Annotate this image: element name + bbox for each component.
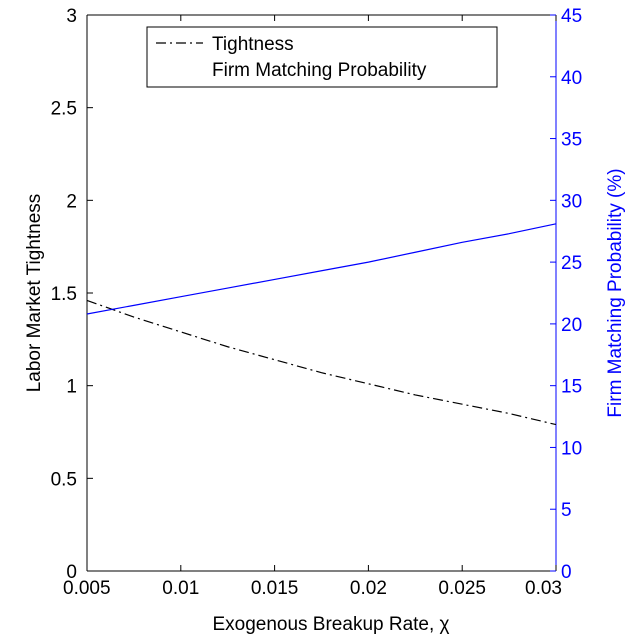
right-y-tick-label: 40 xyxy=(561,68,582,89)
plot-area xyxy=(86,14,557,572)
legend-label-firm-matching: Firm Matching Probability xyxy=(212,60,427,81)
series-line-tightness xyxy=(86,299,557,426)
x-tick-label: 0.03 xyxy=(525,578,562,599)
left-y-tick-label: 1.5 xyxy=(51,284,77,305)
x-tick-label: 0.025 xyxy=(438,578,486,599)
right-y-tick-label: 0 xyxy=(561,562,572,583)
x-tick-label: 0.01 xyxy=(162,578,199,599)
x-tick-label: 0.02 xyxy=(350,578,387,599)
legend: Tightness Firm Matching Probability xyxy=(146,26,498,88)
right-y-tick-label: 25 xyxy=(561,253,582,274)
series-lines xyxy=(86,223,557,426)
left-y-axis-label: Labor Market Tightness xyxy=(24,194,45,393)
legend-box xyxy=(146,26,498,88)
left-y-tick-label: 2.5 xyxy=(51,99,77,120)
left-y-tick-label: 1 xyxy=(66,377,77,398)
x-axis: 0.005 0.01 0.015 0.02 0.025 0.03 xyxy=(63,15,562,599)
right-y-tick-label: 30 xyxy=(561,191,582,212)
left-y-axis: 0 0.5 1 1.5 2 2.5 3 xyxy=(51,6,93,583)
right-y-tick-label: 10 xyxy=(561,438,582,459)
right-y-tick-label: 45 xyxy=(561,6,582,27)
left-y-tick-label: 3 xyxy=(66,6,77,27)
right-y-axis: 0 5 10 15 20 25 30 35 40 45 xyxy=(550,6,582,583)
right-y-axis-label: Firm Matching Probability (%) xyxy=(605,168,626,417)
left-y-tick-label: 0 xyxy=(66,562,77,583)
left-y-tick-label: 0.5 xyxy=(51,469,77,490)
x-tick-label: 0.005 xyxy=(63,578,111,599)
legend-label-tightness: Tightness xyxy=(212,34,294,55)
left-y-tick-label: 2 xyxy=(66,191,77,212)
x-tick-label: 0.015 xyxy=(251,578,299,599)
series-line-firm-matching-probability xyxy=(86,223,557,315)
right-y-tick-label: 5 xyxy=(561,500,572,521)
right-y-tick-label: 15 xyxy=(561,377,582,398)
right-y-tick-label: 35 xyxy=(561,130,582,151)
x-axis-label: Exogenous Breakup Rate, χ xyxy=(212,614,449,635)
right-y-tick-label: 20 xyxy=(561,315,582,336)
